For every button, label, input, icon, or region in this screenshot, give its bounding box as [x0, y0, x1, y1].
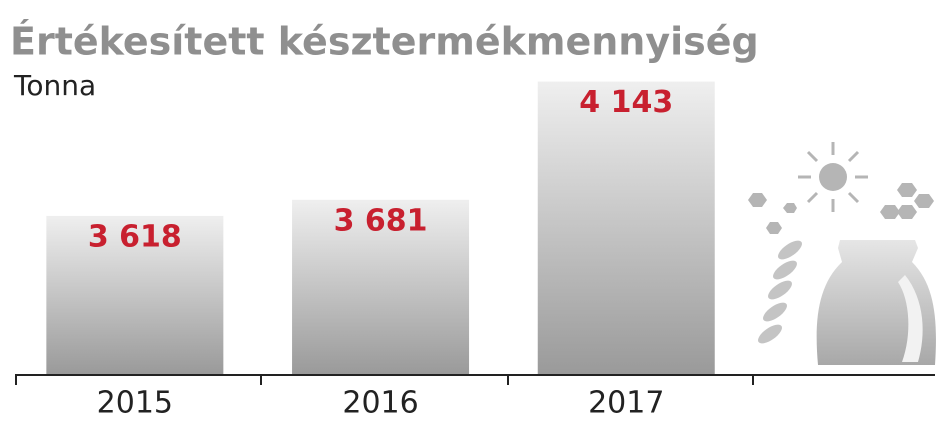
x-ticks	[15, 375, 754, 385]
x-tick-label: 2016	[342, 386, 418, 421]
chart-subtitle: Tonna	[13, 69, 96, 102]
chart-title: Értékesített késztermékmennyiség	[10, 20, 759, 64]
value-label: 3 681	[334, 203, 428, 238]
decoration-icon	[748, 142, 936, 365]
x-tick-label: 2015	[97, 386, 173, 421]
x-tick-label: 2017	[588, 386, 664, 421]
value-label: 3 618	[88, 219, 182, 254]
bar	[537, 81, 715, 375]
bar	[292, 199, 470, 374]
bar	[46, 215, 224, 374]
value-label: 4 143	[579, 85, 673, 120]
